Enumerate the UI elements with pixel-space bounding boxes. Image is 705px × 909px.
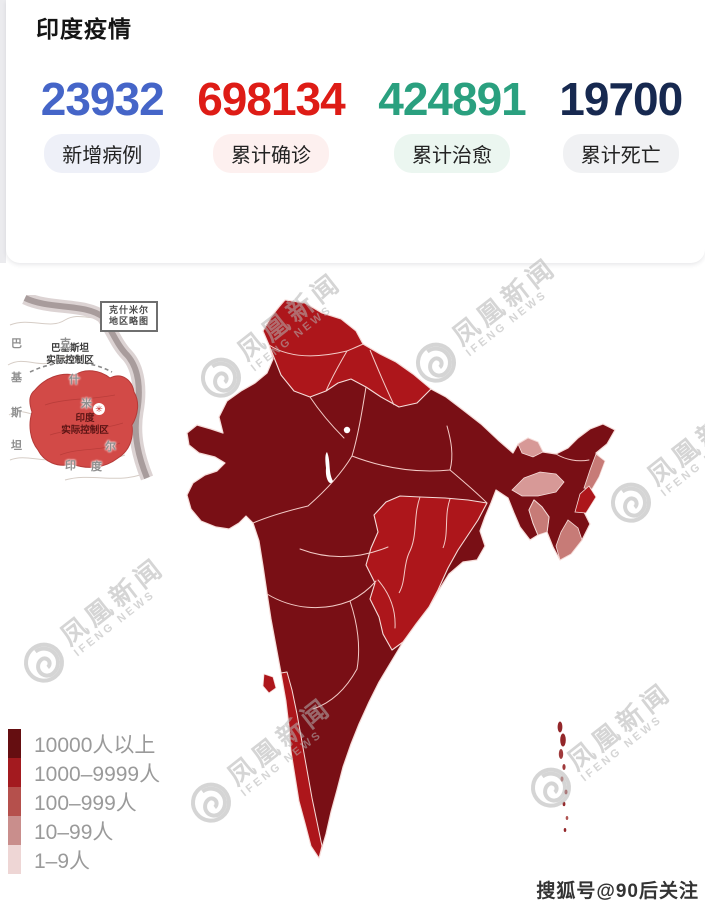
kashmir-char: 克 — [60, 338, 71, 350]
legend-swatch — [8, 845, 21, 874]
map-region-meghalaya-10s — [511, 471, 565, 497]
map-legend: 10000人以上 1000–9999人 100–999人 10–99人 1–9人 — [8, 729, 160, 874]
stat-deaths: 19700 累计死亡 — [559, 73, 683, 173]
stat-label-new-cases: 新增病例 — [44, 133, 161, 173]
legend-row: 1000–9999人 — [8, 758, 160, 787]
map-region-east-1000s — [365, 495, 488, 651]
state-border — [325, 350, 348, 392]
legend-row: 10–99人 — [8, 816, 160, 845]
map-region-mizoram-100s — [555, 519, 583, 561]
pakistan-zone-label: 巴基斯坦 实际控制区 — [46, 343, 94, 366]
legend-label: 100–999人 — [34, 791, 137, 815]
state-border — [398, 496, 421, 594]
delhi-sliver — [343, 426, 351, 434]
legend-row: 10000人以上 — [8, 729, 160, 758]
legend-label: 10000人以上 — [34, 733, 156, 757]
stat-cured: 424891 累计治愈 — [378, 73, 527, 173]
legend-swatch — [8, 729, 21, 758]
legend-label: 10–99人 — [34, 820, 114, 844]
kashmir-char: 米 — [81, 398, 92, 410]
legend-swatch — [8, 816, 21, 845]
inset-title-line2: 地区略图 — [108, 316, 149, 327]
stat-confirmed: 698134 累计确诊 — [197, 73, 346, 173]
stat-new-cases: 23932 新增病例 — [40, 73, 165, 173]
city-marker-icon: ✳ — [93, 403, 105, 415]
state-border — [369, 349, 395, 406]
stat-label-confirmed: 累计确诊 — [212, 133, 329, 173]
sohu-account-stamp: 搜狐号@90后关注 — [536, 881, 699, 902]
map-region-manipur-1000s — [574, 485, 597, 514]
stat-value-deaths: 19700 — [559, 73, 683, 125]
legend-swatch — [8, 758, 21, 787]
pakistan-char: 巴 — [11, 338, 22, 350]
kashmir-char: 什 — [69, 374, 80, 386]
stat-value-cured: 424891 — [378, 73, 526, 125]
map-region-tripura-100s — [528, 499, 550, 536]
map-region-nagaland-100s — [583, 453, 606, 490]
zone-inner-lines — [44, 394, 124, 456]
left-gutter-strip — [0, 0, 6, 263]
legend-swatch — [8, 787, 21, 816]
india-controlled-zone — [29, 370, 139, 468]
india-char: 度 — [91, 461, 102, 473]
kashmir-char: 尔 — [105, 441, 116, 453]
line-of-control — [29, 361, 113, 373]
kashmir-inset-map: 克什米尔 地区略图 巴基斯坦 实际控制区 印度 实际控制区 克 什 米 尔 巴 … — [5, 295, 162, 490]
india-zone-label: 印度 实际控制区 — [61, 413, 109, 436]
page-title: 印度疫情 — [36, 16, 132, 42]
legend-label: 1–9人 — [34, 849, 91, 873]
pakistan-char: 基 — [11, 372, 22, 384]
stat-label-deaths: 累计死亡 — [562, 133, 679, 173]
map-region-kerala-1000s — [280, 671, 323, 859]
stat-label-cured: 累计治愈 — [394, 133, 510, 173]
inset-title-line1: 克什米尔 — [108, 305, 149, 315]
state-borders — [252, 386, 590, 710]
header-card: 印度疫情 23932 新增病例 698134 累计确诊 424891 累计治愈 … — [6, 0, 705, 263]
state-border — [442, 498, 451, 549]
legend-label: 1000–9999人 — [34, 762, 161, 786]
boundary-band — [23, 295, 150, 480]
andaman-islands — [557, 721, 569, 832]
legend-row: 1–9人 — [8, 845, 160, 874]
map-region-sikkim-10s — [517, 437, 544, 458]
river-sliver — [325, 452, 333, 484]
india-char: 印 — [65, 460, 76, 472]
pakistan-char: 坦 — [11, 440, 22, 452]
map-region-goa-1000s — [262, 673, 277, 694]
legend-row: 100–999人 — [8, 787, 160, 816]
inset-title-box: 克什米尔 地区略图 — [100, 301, 158, 332]
stat-value-new-cases: 23932 — [40, 73, 165, 125]
stats-row: 23932 新增病例 698134 累计确诊 424891 累计治愈 19700… — [24, 74, 699, 173]
kashmir-inset-svg — [7, 295, 154, 481]
pakistan-char: 斯 — [11, 407, 22, 419]
stat-value-confirmed: 698134 — [197, 73, 345, 125]
